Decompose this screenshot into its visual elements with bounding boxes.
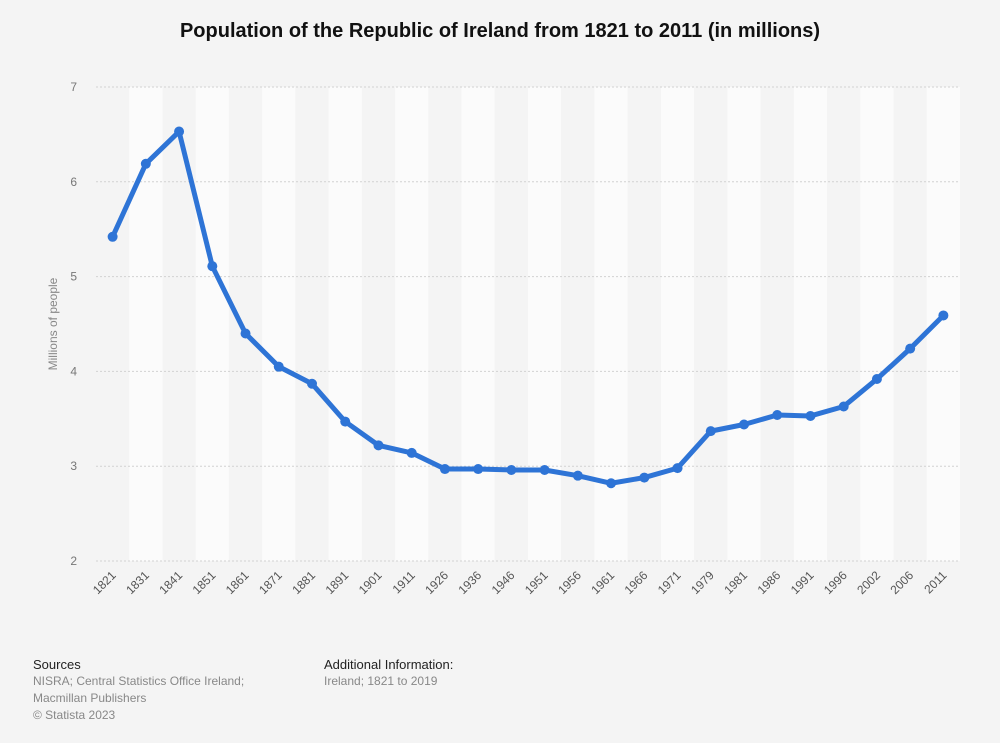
column-bands (96, 87, 960, 561)
data-points (107, 126, 949, 489)
column-band (793, 87, 828, 561)
x-tick-label: 1991 (788, 568, 817, 597)
data-point[interactable] (606, 478, 617, 489)
column-band (827, 87, 861, 561)
y-tick-label: 2 (70, 554, 77, 568)
data-point[interactable] (871, 373, 882, 384)
additional-info-block: Additional Information: Ireland; 1821 to… (324, 656, 624, 690)
column-band (96, 87, 130, 561)
x-tick-label: 1956 (555, 568, 584, 597)
column-band (494, 87, 528, 561)
column-band (228, 87, 263, 561)
column-band (594, 87, 628, 561)
data-point[interactable] (240, 328, 251, 339)
y-tick-label: 4 (70, 364, 77, 378)
y-tick-label: 3 (70, 459, 77, 473)
y-tick-label: 5 (70, 270, 77, 284)
column-band (428, 87, 462, 561)
data-point[interactable] (639, 472, 650, 483)
column-band (727, 87, 761, 561)
x-tick-label: 1981 (721, 568, 750, 597)
column-band (295, 87, 329, 561)
data-point[interactable] (473, 464, 484, 475)
x-tick-label: 1911 (390, 568, 418, 596)
x-tick-label: 1996 (821, 568, 850, 597)
x-tick-label: 1966 (622, 568, 651, 597)
column-band (361, 87, 396, 561)
x-tick-label: 1871 (256, 568, 285, 597)
column-band (528, 87, 562, 561)
data-point[interactable] (506, 464, 517, 475)
column-band (461, 87, 495, 561)
data-point[interactable] (572, 470, 583, 481)
data-point[interactable] (340, 416, 351, 427)
column-band (561, 87, 595, 561)
x-tick-label: 2002 (854, 568, 883, 597)
series-line (110, 129, 946, 486)
column-band (328, 87, 362, 561)
column-band (760, 87, 794, 561)
x-tick-label: 1946 (489, 568, 518, 597)
data-point[interactable] (705, 426, 716, 437)
column-band (162, 87, 196, 561)
x-tick-label: 1926 (422, 568, 451, 597)
gridlines (96, 86, 960, 562)
data-point[interactable] (739, 419, 749, 430)
sources-block: Sources NISRA; Central Statistics Office… (33, 656, 293, 724)
data-point[interactable] (539, 464, 550, 475)
data-point[interactable] (805, 410, 816, 421)
data-point[interactable] (672, 463, 683, 474)
data-point[interactable] (107, 231, 118, 242)
column-band (395, 87, 429, 561)
additional-info-label: Additional Information: (324, 657, 454, 672)
chart-title: Population of the Republic of Ireland fr… (179, 20, 821, 42)
x-tick-label: 1891 (323, 568, 352, 597)
column-band (893, 87, 927, 561)
y-tick-label: 7 (70, 80, 77, 94)
sources-text: NISRA; Central Statistics Office Ireland… (33, 674, 245, 705)
column-band (860, 87, 894, 561)
x-tick-label: 1979 (688, 568, 717, 597)
data-point[interactable] (439, 464, 450, 475)
x-tick-label: 1961 (588, 568, 617, 597)
data-point[interactable] (174, 126, 185, 137)
column-band (262, 87, 296, 561)
data-point[interactable] (207, 261, 218, 272)
x-tick-label: 1851 (190, 568, 219, 597)
x-tick-label: 1901 (356, 568, 385, 597)
x-tick-label: 1936 (455, 568, 484, 597)
additional-info-text: Ireland; 1821 to 2019 (324, 674, 438, 688)
column-band (694, 87, 728, 561)
data-point[interactable] (406, 447, 417, 458)
x-tick-label: 1986 (755, 568, 784, 597)
x-tick-label: 1821 (90, 568, 119, 597)
data-point[interactable] (838, 401, 849, 412)
data-point[interactable] (772, 410, 783, 421)
x-tick-label: 2011 (921, 568, 949, 596)
data-point[interactable] (140, 158, 151, 169)
data-point[interactable] (373, 440, 384, 451)
copyright: © Statista 2023 (33, 708, 116, 722)
x-tick-label: 1831 (123, 568, 152, 597)
x-tick-label: 1971 (655, 568, 684, 597)
data-point[interactable] (307, 378, 317, 389)
data-point[interactable] (938, 310, 949, 321)
sources-label: Sources (33, 657, 81, 672)
y-axis-ticks: 2 3 4 5 6 7 (70, 80, 77, 568)
x-tick-label: 1841 (156, 568, 185, 597)
column-band (195, 87, 229, 561)
x-tick-label: 1951 (522, 568, 551, 597)
y-tick-label: 6 (70, 175, 77, 189)
column-band (660, 87, 695, 561)
x-tick-label: 1881 (289, 568, 318, 597)
data-point[interactable] (905, 343, 916, 354)
x-tick-label: 1861 (223, 568, 252, 597)
x-axis-ticks: 1821 1831 1841 1851 1861 1871 1881 1891 1901 1911… (90, 568, 950, 597)
y-axis-label: Millions of people (46, 277, 60, 370)
data-point[interactable] (273, 361, 284, 372)
x-tick-label: 2006 (887, 568, 916, 597)
column-band (129, 87, 163, 561)
column-band (627, 87, 661, 561)
